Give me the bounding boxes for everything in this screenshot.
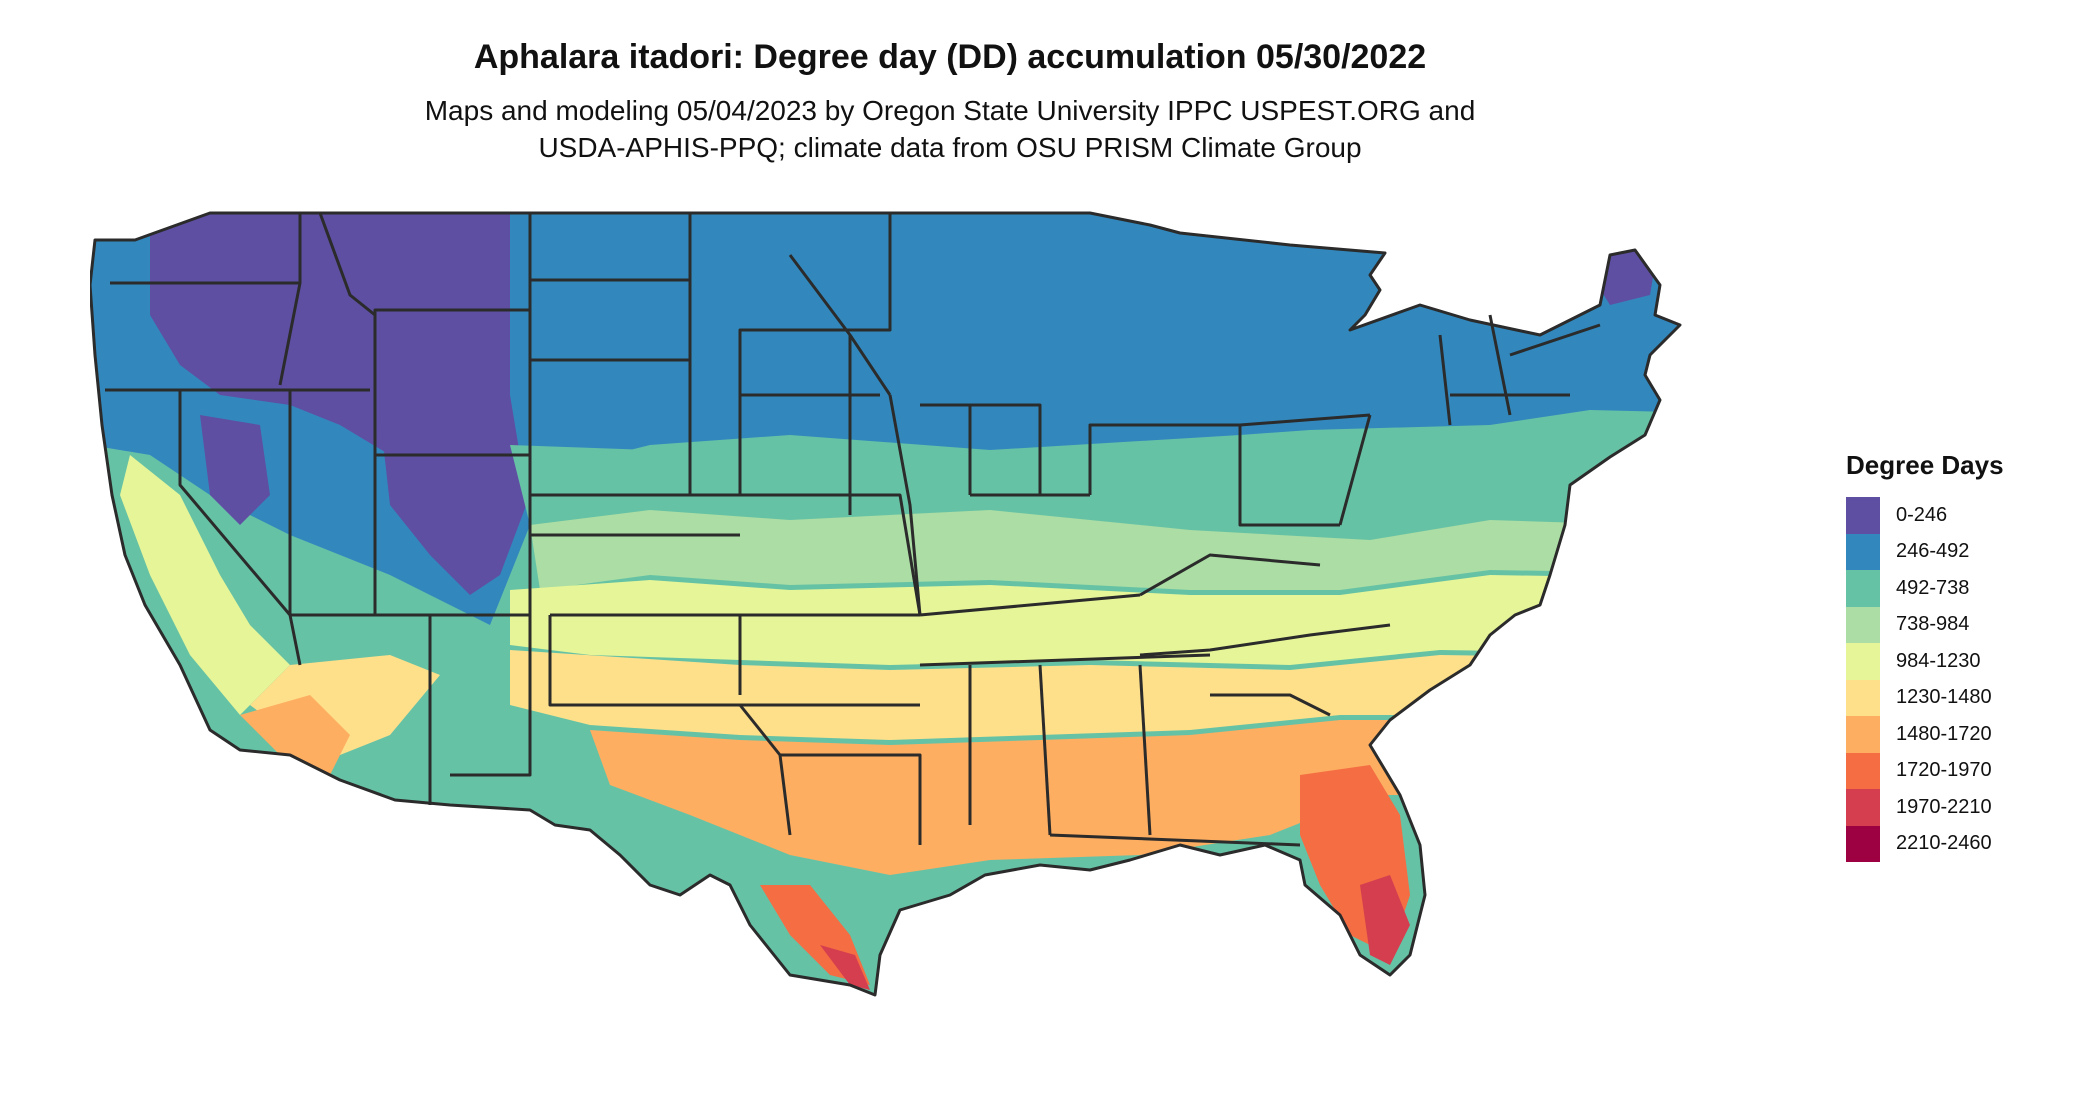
legend-swatch <box>1846 497 1880 534</box>
legend-item: 1720-1970 <box>1846 752 2066 789</box>
legend-item: 492-738 <box>1846 570 2066 607</box>
legend-title: Degree Days <box>1846 450 2004 480</box>
us-map-svg <box>88 211 1682 997</box>
band-984-1230 <box>510 575 1680 665</box>
band-738-984 <box>530 510 1680 590</box>
legend-swatch <box>1846 643 1880 680</box>
legend-swatch <box>1846 716 1880 753</box>
legend-swatch <box>1846 679 1880 716</box>
legend: Degree Days 0-246 246-492 492-738 738-984 98… <box>1846 450 2066 862</box>
legend-swatch <box>1846 570 1880 607</box>
band-1970-2210-tx <box>820 945 870 990</box>
legend-swatch <box>1846 533 1880 570</box>
legend-item: 1970-2210 <box>1846 789 2066 826</box>
band-1970-2210 <box>1360 875 1410 965</box>
band-0-246-maine <box>1585 215 1660 305</box>
band-1480-1720-az <box>240 695 350 775</box>
band-492-738 <box>510 415 1680 535</box>
band-0-246-sierra <box>200 415 270 525</box>
legend-swatch <box>1846 606 1880 643</box>
legend-swatch <box>1846 789 1880 826</box>
legend-item: 984-1230 <box>1846 643 2066 680</box>
subtitle-line-1: Maps and modeling 05/04/2023 by Oregon S… <box>424 95 1476 126</box>
legend-item: 0-246 <box>1846 497 2066 534</box>
legend-swatch <box>1846 825 1880 862</box>
map-subtitle: Maps and modeling 05/04/2023 by Oregon S… <box>0 92 1900 166</box>
degree-day-map <box>88 195 1800 1105</box>
legend-item: 738-984 <box>1846 606 2066 643</box>
legend-label: 1970-2210 <box>1896 795 1992 818</box>
legend-label: 1480-1720 <box>1896 722 1992 745</box>
band-984-1230-ca <box>120 455 290 715</box>
degree-day-bands <box>90 213 1680 990</box>
subtitle-line-2: USDA-APHIS-PPQ; climate data from OSU PR… <box>538 132 1362 163</box>
legend-label: 738-984 <box>1896 613 1970 636</box>
legend-label: 0-246 <box>1896 503 1948 526</box>
legend-label: 1230-1480 <box>1896 686 1992 709</box>
legend-item: 1480-1720 <box>1846 716 2066 753</box>
legend-item: 246-492 <box>1846 533 2066 570</box>
band-0-246-rockies <box>380 415 530 595</box>
legend-item: 2210-2460 <box>1846 825 2066 862</box>
map-title: Aphalara itadori: Degree day (DD) accumu… <box>473 38 1427 76</box>
legend-item: 1230-1480 <box>1846 679 2066 716</box>
state-borders <box>88 211 1682 997</box>
legend-items: 0-246 246-492 492-738 738-984 984-1230 1230-1… <box>1846 497 2066 862</box>
legend-label: 2210-2460 <box>1896 832 1992 855</box>
legend-label: 492-738 <box>1896 576 1970 599</box>
legend-label: 246-492 <box>1896 540 1970 563</box>
legend-label: 1720-1970 <box>1896 759 1992 782</box>
legend-label: 984-1230 <box>1896 649 1981 672</box>
legend-swatch <box>1846 752 1880 789</box>
